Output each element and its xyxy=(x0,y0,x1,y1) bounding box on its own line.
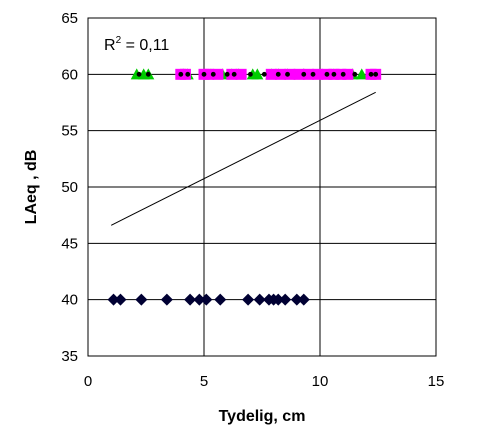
point-diamond xyxy=(297,293,310,306)
y-tick-label: 40 xyxy=(61,292,78,309)
point-diamond xyxy=(290,293,303,306)
point-square xyxy=(203,68,215,80)
x-axis-title: Tydelig, cm xyxy=(219,408,306,425)
point-dot xyxy=(352,71,358,77)
point-diamond xyxy=(114,293,127,306)
point-dot xyxy=(324,71,330,77)
y-tick-label: 35 xyxy=(61,348,78,365)
r-squared-value: = 0,11 xyxy=(121,37,169,54)
point-diamond xyxy=(184,293,197,306)
point-square xyxy=(342,68,354,80)
point-diamond xyxy=(193,293,206,306)
grid xyxy=(88,18,436,356)
x-tick-label: 10 xyxy=(312,373,329,390)
r-squared-annotation: R2 = 0,11 xyxy=(104,35,169,54)
trendline xyxy=(110,91,376,226)
y-tick-label: 45 xyxy=(61,235,78,252)
y-axis-tick-labels: 35 40 45 50 55 60 65 xyxy=(61,10,78,365)
point-dot xyxy=(231,71,237,77)
point-diamond xyxy=(200,293,213,306)
point-dot xyxy=(224,71,230,77)
data-points xyxy=(107,68,382,306)
point-square xyxy=(302,68,314,80)
point-diamond xyxy=(135,293,148,306)
point-dot xyxy=(248,71,253,77)
point-dot xyxy=(275,71,281,77)
plot-area-frame xyxy=(87,17,437,357)
point-diamond xyxy=(272,293,285,306)
y-tick-label: 55 xyxy=(61,123,78,140)
x-axis-tick-labels: 0 5 10 15 xyxy=(84,373,445,390)
point-dot xyxy=(136,71,142,77)
point-dot xyxy=(261,71,267,77)
point-diamond xyxy=(214,293,227,306)
point-dot xyxy=(145,71,151,77)
point-triangle xyxy=(355,68,368,80)
y-tick-label: 65 xyxy=(61,10,78,27)
point-dot xyxy=(368,71,374,77)
y-axis-title: LAeq , dB xyxy=(23,150,40,225)
r-squared-base: R xyxy=(104,37,116,54)
point-square xyxy=(293,68,305,80)
point-dot xyxy=(201,71,207,77)
point-square xyxy=(265,68,277,80)
x-tick-label: 0 xyxy=(84,373,92,390)
y-tick-label: 50 xyxy=(61,179,78,196)
point-triangle xyxy=(251,68,264,80)
point-dot xyxy=(301,71,307,77)
point-dot xyxy=(331,71,337,77)
x-tick-label: 15 xyxy=(428,373,445,390)
point-dot xyxy=(373,71,379,77)
point-diamond xyxy=(160,293,173,306)
point-dot xyxy=(210,71,216,77)
point-square xyxy=(212,68,224,80)
point-diamond xyxy=(253,293,266,306)
point-dot xyxy=(178,71,184,77)
point-square xyxy=(235,68,247,80)
point-dot xyxy=(310,71,316,77)
point-diamond xyxy=(279,293,292,306)
y-tick-label: 60 xyxy=(61,66,78,83)
x-tick-label: 5 xyxy=(200,373,208,390)
point-diamond xyxy=(107,293,120,306)
point-dot xyxy=(340,71,346,77)
point-dot xyxy=(185,71,191,77)
point-square xyxy=(312,68,324,80)
r-squared-sup: 2 xyxy=(116,35,122,46)
point-diamond xyxy=(242,293,255,306)
point-dot xyxy=(285,71,290,77)
